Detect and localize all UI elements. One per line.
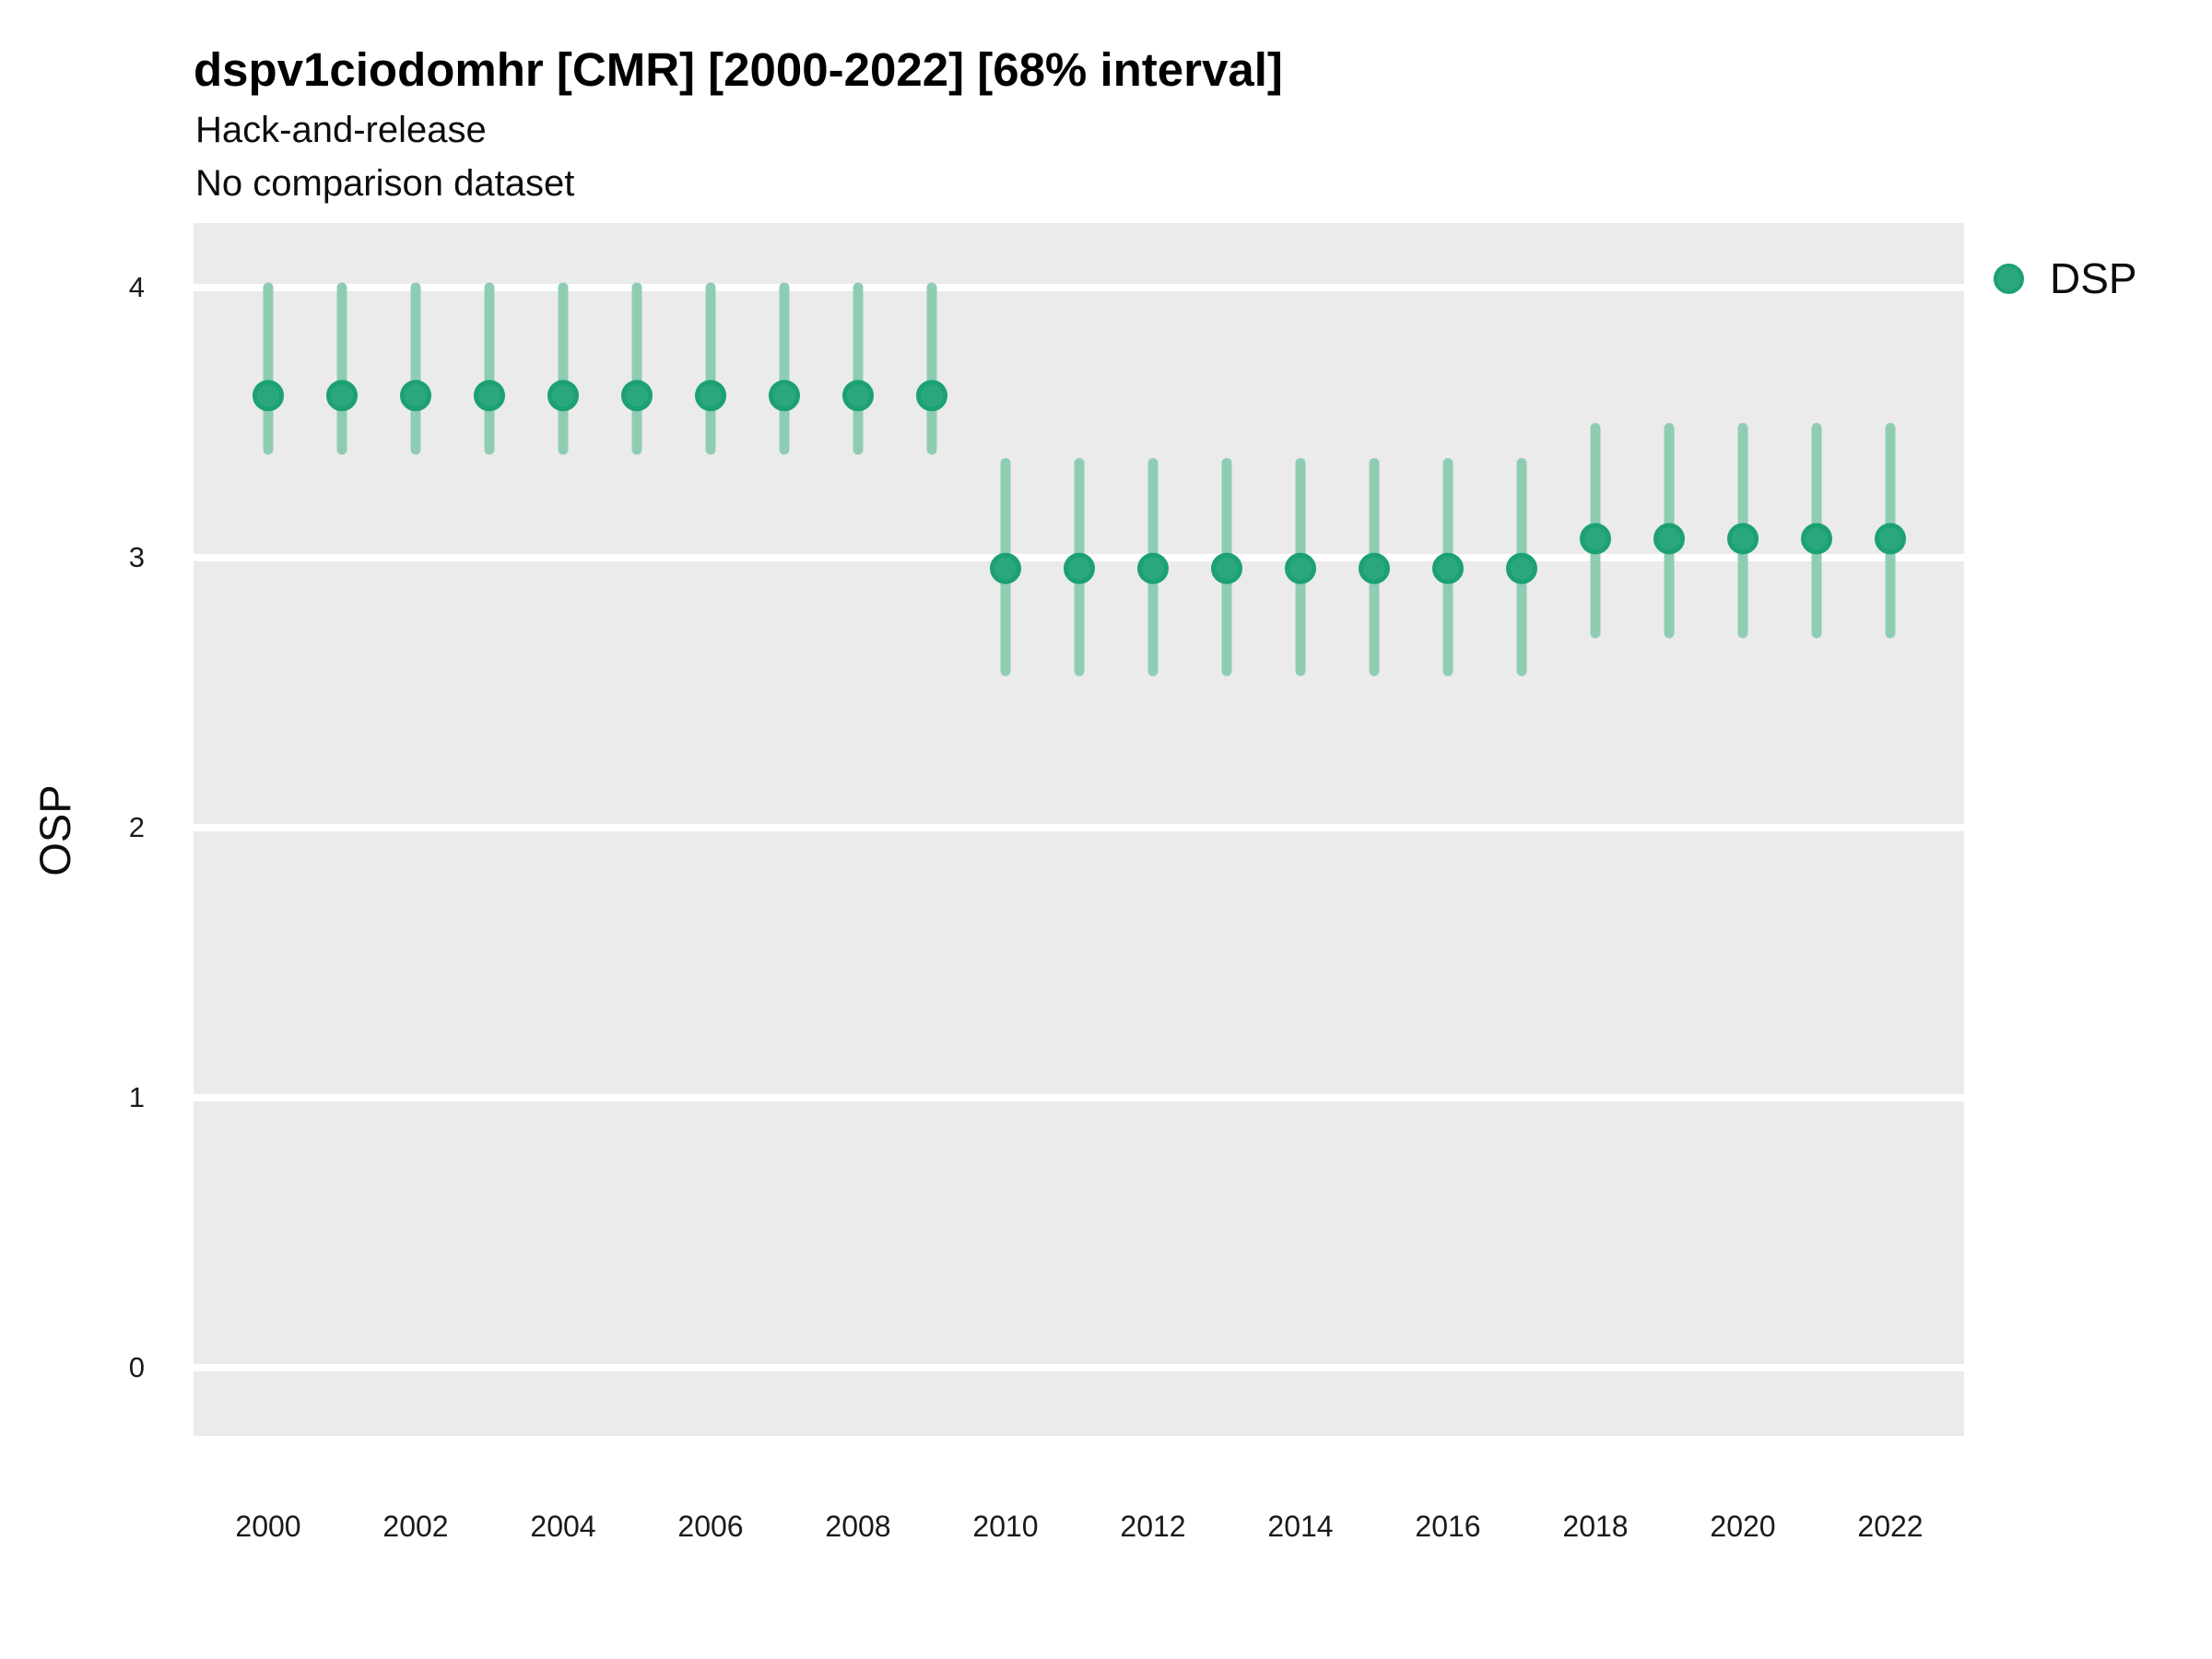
point-2012 (1137, 552, 1169, 584)
point-2003 (474, 380, 505, 412)
point-2002 (400, 380, 431, 412)
x-tick-label-2000: 2000 (235, 1510, 301, 1543)
point-2004 (547, 380, 579, 412)
x-tick-label-2022: 2022 (1857, 1510, 1924, 1543)
x-tick-label-2012: 2012 (1120, 1510, 1186, 1543)
chart-title: dspv1ciodomhr [CMR] [2000-2022] [68% int… (194, 43, 1283, 96)
x-tick-label-2006: 2006 (677, 1510, 744, 1543)
point-2013 (1211, 552, 1242, 584)
y-axis-title: OSP (30, 784, 79, 877)
y-tick-label-4: 4 (128, 271, 145, 303)
point-2007 (769, 380, 800, 412)
legend-series-label: DSP (2050, 254, 2137, 302)
point-2021 (1801, 523, 1832, 555)
x-tick-label-2020: 2020 (1710, 1510, 1776, 1543)
x-tick-label-2002: 2002 (382, 1510, 449, 1543)
point-2017 (1506, 552, 1537, 584)
chart-subtitle-line-2: No comparison dataset (195, 163, 575, 204)
y-tick-label-1: 1 (128, 1081, 145, 1113)
point-2016 (1432, 552, 1464, 584)
point-2011 (1064, 552, 1095, 584)
point-2020 (1727, 523, 1759, 555)
point-2006 (695, 380, 726, 412)
point-2015 (1359, 552, 1390, 584)
point-2008 (842, 380, 874, 412)
legend: DSP (1994, 255, 2137, 301)
y-tick-label-3: 3 (128, 541, 145, 573)
point-2018 (1580, 523, 1611, 555)
point-2019 (1653, 523, 1685, 555)
chart-subtitle-line-1: Hack-and-release (195, 110, 487, 150)
x-tick-label-2010: 2010 (972, 1510, 1039, 1543)
y-tick-label-2: 2 (128, 811, 145, 843)
point-2014 (1285, 552, 1316, 584)
point-2000 (253, 380, 284, 412)
point-2001 (326, 380, 358, 412)
point-2010 (990, 552, 1021, 584)
x-tick-label-2018: 2018 (1562, 1510, 1629, 1543)
x-tick-label-2014: 2014 (1267, 1510, 1334, 1543)
legend-point-marker (1994, 263, 2024, 294)
point-2009 (916, 380, 947, 412)
x-tick-label-2016: 2016 (1415, 1510, 1481, 1543)
point-2005 (621, 380, 653, 412)
y-tick-label-0: 0 (128, 1351, 145, 1383)
x-tick-label-2008: 2008 (825, 1510, 891, 1543)
point-2022 (1875, 523, 1906, 555)
x-tick-label-2004: 2004 (530, 1510, 596, 1543)
